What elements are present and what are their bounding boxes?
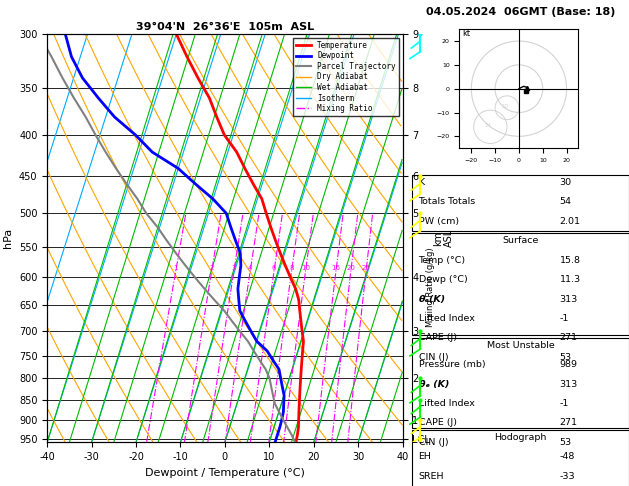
Text: 2.01: 2.01 [560,217,581,226]
Text: 6: 6 [272,265,276,271]
Text: 04.05.2024  06GMT (Base: 18): 04.05.2024 06GMT (Base: 18) [426,7,615,17]
Text: 3: 3 [231,265,236,271]
Text: Hodograph: Hodograph [494,433,547,442]
Text: 54: 54 [560,197,572,207]
Text: kt: kt [462,29,470,38]
Text: -48: -48 [560,452,575,462]
Text: 53: 53 [560,438,572,447]
Text: K: K [418,178,425,187]
Text: CIN (J): CIN (J) [418,438,448,447]
Text: Lifted Index: Lifted Index [418,399,474,408]
Text: 10: 10 [301,265,310,271]
Text: -1: -1 [560,399,569,408]
Text: 14: 14 [484,123,491,128]
Text: 2: 2 [209,265,214,271]
Text: Dewp (°C): Dewp (°C) [418,275,467,284]
Text: 989: 989 [560,360,577,369]
Text: Totals Totals: Totals Totals [418,197,476,207]
Text: 16: 16 [331,265,340,271]
Text: Most Unstable: Most Unstable [487,341,554,350]
Text: Surface: Surface [503,236,538,245]
Text: 1: 1 [174,265,178,271]
Legend: Temperature, Dewpoint, Parcel Trajectory, Dry Adiabat, Wet Adiabat, Isotherm, Mi: Temperature, Dewpoint, Parcel Trajectory… [292,38,399,116]
Text: θₑ(K): θₑ(K) [418,295,445,304]
Text: 25: 25 [362,265,370,271]
Text: 271: 271 [560,333,577,343]
Text: CAPE (J): CAPE (J) [418,418,457,428]
Text: Lifted Index: Lifted Index [418,314,474,323]
Text: 30: 30 [560,178,572,187]
Text: EH: EH [418,452,431,462]
Text: CIN (J): CIN (J) [418,353,448,362]
Text: -1: -1 [560,314,569,323]
Title: 39°04'N  26°36'E  105m  ASL: 39°04'N 26°36'E 105m ASL [136,22,314,32]
Text: 11.3: 11.3 [560,275,581,284]
Text: Mixing Ratio (g/kg): Mixing Ratio (g/kg) [426,247,435,327]
Text: 8: 8 [289,265,294,271]
Y-axis label: hPa: hPa [3,228,13,248]
Text: 313: 313 [560,295,578,304]
X-axis label: Dewpoint / Temperature (°C): Dewpoint / Temperature (°C) [145,468,305,478]
Text: PW (cm): PW (cm) [418,217,459,226]
Text: 271: 271 [560,418,577,428]
Text: 313: 313 [560,380,578,389]
Y-axis label: km
ASL: km ASL [433,229,454,247]
Text: 4: 4 [248,265,252,271]
Text: CAPE (J): CAPE (J) [418,333,457,343]
Text: 53: 53 [560,353,572,362]
Text: Pressure (mb): Pressure (mb) [418,360,485,369]
Text: -33: -33 [560,472,575,481]
Text: θₑ (K): θₑ (K) [418,380,449,389]
Text: 10: 10 [501,104,508,109]
Text: Temp (°C): Temp (°C) [418,256,465,265]
Text: SREH: SREH [418,472,444,481]
Text: 20: 20 [347,265,355,271]
Text: 15.8: 15.8 [560,256,581,265]
